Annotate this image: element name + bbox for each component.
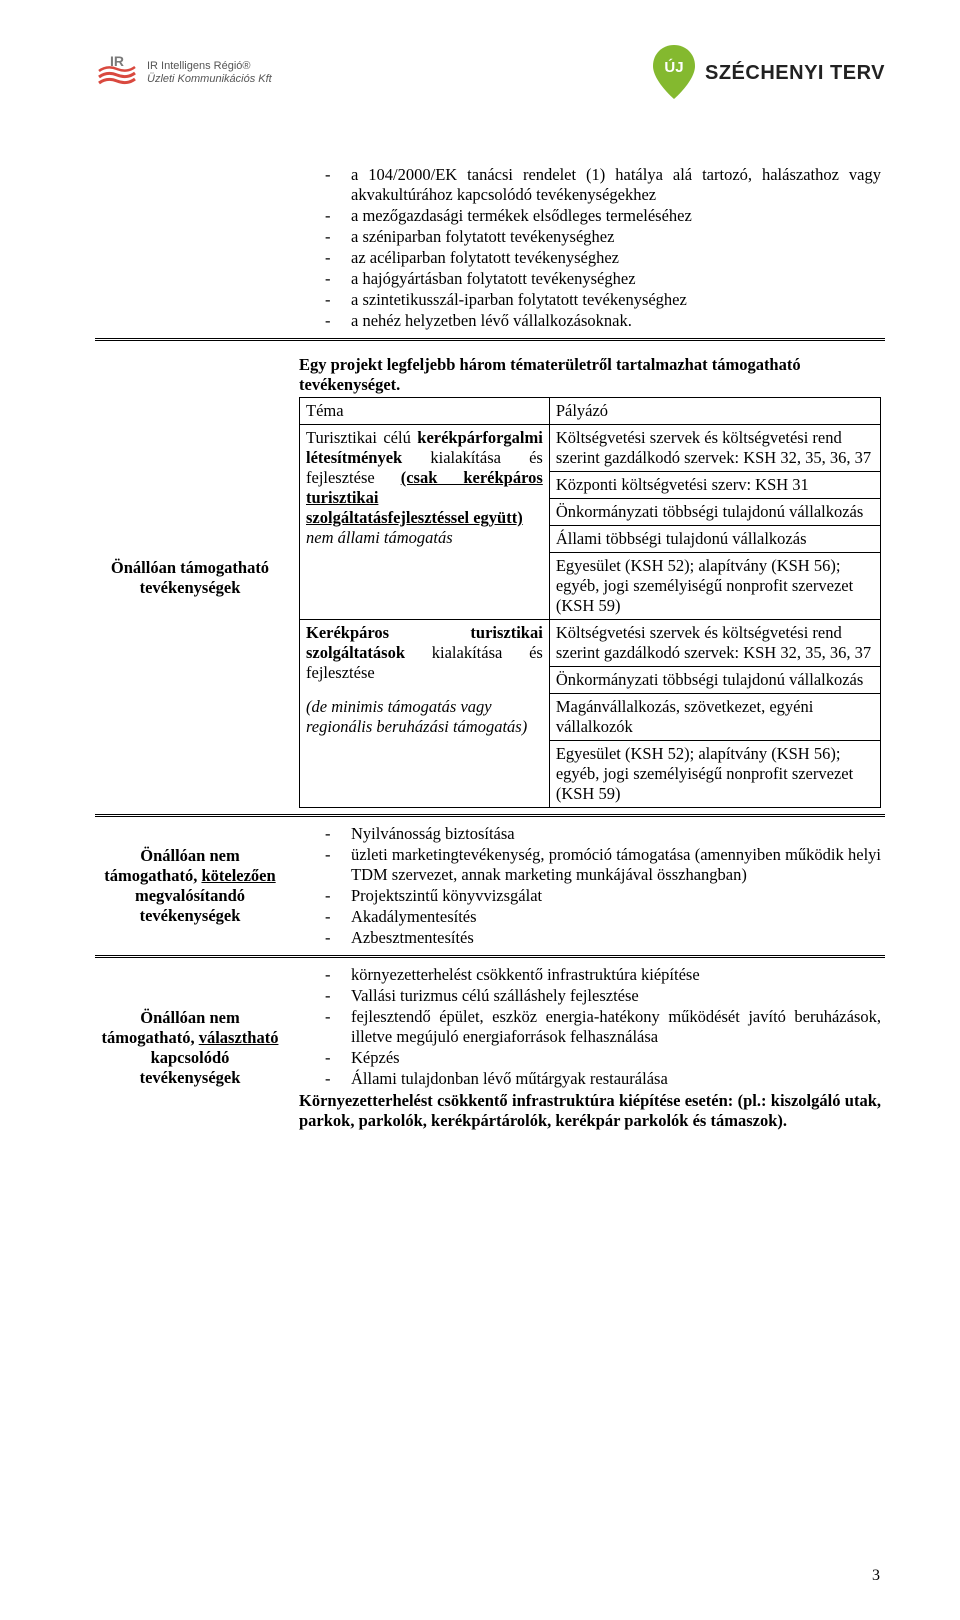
list-item: Nyilvánosság biztosítása bbox=[325, 824, 881, 844]
logo-line1: IR Intelligens Régió® bbox=[147, 60, 272, 73]
pin-icon: ÚJ bbox=[651, 43, 697, 103]
main-table: a 104/2000/EK tanácsi rendelet (1) hatál… bbox=[95, 158, 885, 1137]
list-item: Projektszintű könyvvizsgálat bbox=[325, 886, 881, 906]
list-item: a mezőgazdasági termékek elsődleges term… bbox=[325, 206, 881, 226]
p-onkorm2: Önkormányzati többségi tulajdonú vállalk… bbox=[549, 667, 880, 694]
p-onkorm1: Önkormányzati többségi tulajdonú vállalk… bbox=[549, 499, 880, 526]
p-cost1b: Költségvetési szervek és költségvetési r… bbox=[549, 620, 880, 667]
row2-intro: Egy projekt legfeljebb három tématerület… bbox=[299, 355, 881, 395]
row4-trailer: Környezetterhelést csökkentő infrastrukt… bbox=[299, 1091, 881, 1131]
row3-list: Nyilvánosság biztosítása üzleti marketin… bbox=[299, 824, 881, 948]
p-allami: Állami többségi tulajdonú vállalkozás bbox=[549, 526, 880, 553]
t2l2b: regionális beruházási támogatás) bbox=[306, 717, 543, 737]
list-item: üzleti marketingtevékenység, promóció tá… bbox=[325, 845, 881, 885]
row-valaszthato: Önállóan nem támogatható, választható ka… bbox=[95, 957, 885, 1138]
list-item: fejlesztendő épület, eszköz energia-haté… bbox=[325, 1007, 881, 1047]
tema1-cell: Turisztikai célú kerékpárforgalmi létesí… bbox=[300, 425, 550, 620]
szechenyi-text: SZÉCHENYI TERV bbox=[705, 62, 885, 85]
svg-text:IR: IR bbox=[110, 53, 124, 69]
p-eg2: Egyesület (KSH 52); alapítvány (KSH 56);… bbox=[549, 741, 880, 808]
logo-left: IR IR Intelligens Régió® Üzleti Kommunik… bbox=[95, 51, 272, 95]
list-item: Vallási turizmus célú szálláshely fejles… bbox=[325, 986, 881, 1006]
p-magan: Magánvállalkozás, szövetkezet, egyéni vá… bbox=[549, 694, 880, 741]
list-item: az acéliparban folytatott tevékenységhez bbox=[325, 248, 881, 268]
row-kotelezo: Önállóan nem támogatható, kötelezően meg… bbox=[95, 816, 885, 957]
tema-palyazo-table: Téma Pályázó Turisztikai célú kerékpárfo… bbox=[299, 397, 881, 808]
r4lu: választható bbox=[199, 1028, 279, 1047]
logo-line2: Üzleti Kommunikációs Kft bbox=[147, 73, 272, 86]
list-item: Akadálymentesítés bbox=[325, 907, 881, 927]
row4-list: környezetterhelést csökkentő infrastrukt… bbox=[299, 965, 881, 1089]
badge-uj-text: ÚJ bbox=[664, 58, 683, 76]
r3lu: kötelezően bbox=[201, 866, 275, 885]
list-item: a szintetikusszál-iparban folytatott tev… bbox=[325, 290, 881, 310]
th-palyazo: Pályázó bbox=[549, 398, 880, 425]
t2l2a: (de minimis támogatás vagy bbox=[306, 697, 543, 717]
r3l2: megvalósítandó tevékenységek bbox=[135, 886, 245, 925]
list-item: a széniparban folytatott tevékenységhez bbox=[325, 227, 881, 247]
p-cost1: Költségvetési szervek és költségvetési r… bbox=[549, 425, 880, 472]
row-intro: a 104/2000/EK tanácsi rendelet (1) hatál… bbox=[95, 158, 885, 340]
row4-label: Önállóan nem támogatható, választható ka… bbox=[95, 957, 285, 1138]
row-onalloan-tamogathato: Önállóan támogatható tevékenységek Egy p… bbox=[95, 340, 885, 816]
row3-label: Önállóan nem támogatható, kötelezően meg… bbox=[95, 816, 285, 957]
p-cost2: Központi költségvetési szerv: KSH 31 bbox=[549, 472, 880, 499]
list-item: a 104/2000/EK tanácsi rendelet (1) hatál… bbox=[325, 165, 881, 205]
p-eg1: Egyesület (KSH 52); alapítvány (KSH 56);… bbox=[549, 553, 880, 620]
page-number: 3 bbox=[872, 1567, 880, 1585]
r4l2: kapcsolódó tevékenységek bbox=[140, 1048, 241, 1087]
t1ital: nem állami támogatás bbox=[306, 528, 543, 548]
row2-label: Önállóan támogatható tevékenységek bbox=[95, 340, 285, 816]
logo-left-text: IR Intelligens Régió® Üzleti Kommunikáci… bbox=[147, 60, 272, 86]
list-item: a nehéz helyzetben lévő vállalkozásoknak… bbox=[325, 311, 881, 331]
list-item: Képzés bbox=[325, 1048, 881, 1068]
logo-right: ÚJ SZÉCHENYI TERV bbox=[651, 43, 885, 103]
t1p1: Turisztikai célú bbox=[306, 428, 417, 447]
list-item: a hajógyártásban folytatott tevékenységh… bbox=[325, 269, 881, 289]
list-item: Azbesztmentesítés bbox=[325, 928, 881, 948]
th-tema: Téma bbox=[300, 398, 550, 425]
intro-list: a 104/2000/EK tanácsi rendelet (1) hatál… bbox=[299, 165, 881, 331]
tema2-cell: Kerékpáros turisztikai szolgáltatások ki… bbox=[300, 620, 550, 808]
page-header: IR IR Intelligens Régió® Üzleti Kommunik… bbox=[95, 28, 885, 118]
ir-logo-icon: IR bbox=[95, 51, 139, 95]
list-item: környezetterhelést csökkentő infrastrukt… bbox=[325, 965, 881, 985]
list-item: Állami tulajdonban lévő műtárgyak restau… bbox=[325, 1069, 881, 1089]
